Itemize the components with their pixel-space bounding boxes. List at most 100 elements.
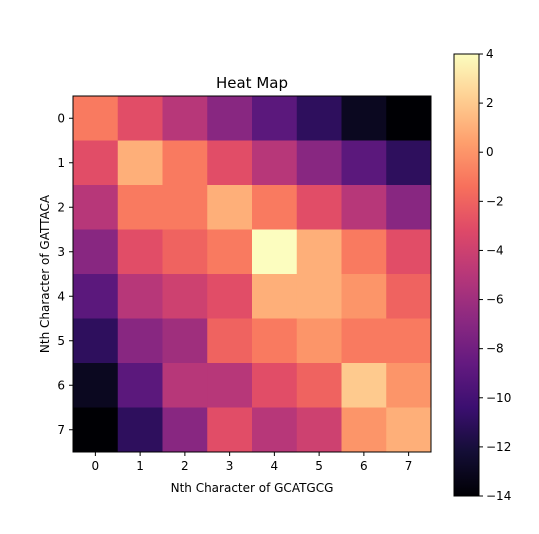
colorbar-tick-label: 0 — [486, 145, 494, 159]
x-tick-label: 1 — [136, 459, 144, 473]
y-axis: 0 1 2 3 4 5 6 7 — [57, 111, 73, 437]
heatmap-cell-2-1 — [117, 185, 163, 230]
heatmap-cell-1-2 — [162, 140, 208, 186]
heatmap-cell-5-0 — [73, 318, 119, 364]
heatmap-cell-2-0 — [73, 185, 119, 230]
heatmap-cell-6-3 — [207, 363, 253, 408]
heatmap-cell-6-1 — [117, 363, 163, 408]
heatmap-cell-1-1 — [117, 140, 163, 186]
y-tick-label: 3 — [57, 245, 65, 259]
heatmap-cell-7-7 — [386, 407, 432, 453]
heatmap-cell-2-7 — [386, 185, 432, 230]
heatmap-cell-2-4 — [252, 185, 298, 230]
heatmap-cell-0-1 — [117, 96, 163, 141]
heatmap-cell-5-4 — [252, 318, 298, 364]
x-tick-label: 7 — [405, 459, 413, 473]
y-tick-label: 2 — [57, 200, 65, 214]
heatmap-cell-6-5 — [296, 363, 342, 408]
x-tick-label: 3 — [226, 459, 234, 473]
heatmap-cell-1-0 — [73, 140, 119, 186]
heatmap-cell-2-5 — [296, 185, 342, 230]
colorbar-tick-label: −8 — [486, 342, 504, 356]
heatmap-cell-6-2 — [162, 363, 208, 408]
y-tick-label: 1 — [57, 156, 65, 170]
heatmap-cell-4-2 — [162, 274, 208, 319]
heatmap-cell-2-3 — [207, 185, 253, 230]
heatmap-cell-4-5 — [296, 274, 342, 319]
heatmap-cell-3-7 — [386, 229, 432, 275]
heatmap-cell-0-5 — [296, 96, 342, 141]
heatmap-cell-6-4 — [252, 363, 298, 408]
heatmap-cell-4-4 — [252, 274, 298, 319]
heatmap-cell-3-4 — [252, 229, 298, 275]
heatmap-cell-5-5 — [296, 318, 342, 364]
heatmap-cell-6-6 — [341, 363, 387, 408]
colorbar-tick-label: −6 — [486, 293, 504, 307]
heatmap-cell-3-2 — [162, 229, 208, 275]
colorbar-axis: 4 2 0 −2 −4 −6 −8 −10 −12 −14 — [479, 47, 511, 503]
heatmap-cell-4-3 — [207, 274, 253, 319]
heatmap-cell-6-7 — [386, 363, 432, 408]
heatmap-cell-5-6 — [341, 318, 387, 364]
heatmap-cell-7-4 — [252, 407, 298, 453]
x-tick-label: 4 — [271, 459, 279, 473]
x-tick-label: 0 — [92, 459, 100, 473]
heatmap-cell-5-2 — [162, 318, 208, 364]
colorbar-tick-label: −4 — [486, 243, 504, 257]
heatmap-cell-4-0 — [73, 274, 119, 319]
heatmap-cell-3-0 — [73, 229, 119, 275]
heatmap-cell-3-1 — [117, 229, 163, 275]
heatmap-cell-4-7 — [386, 274, 432, 319]
heatmap-cell-0-3 — [207, 96, 253, 141]
colorbar-tick-label: −12 — [486, 440, 511, 454]
heatmap-cell-1-7 — [386, 140, 432, 186]
heatmap-cell-3-6 — [341, 229, 387, 275]
heatmap-cell-0-7 — [386, 96, 432, 141]
chart-title: Heat Map — [216, 74, 288, 92]
y-tick-label: 0 — [57, 111, 65, 125]
x-axis-label: Nth Character of GCATGCG — [171, 481, 334, 495]
heatmap-cell-1-4 — [252, 140, 298, 186]
heatmap-cell-0-6 — [341, 96, 387, 141]
y-tick-label: 5 — [57, 334, 65, 348]
y-tick-label: 4 — [57, 289, 65, 303]
heatmap-cell-7-5 — [296, 407, 342, 453]
colorbar-tick-label: 2 — [486, 96, 494, 110]
colorbar-tick-label: −14 — [486, 489, 511, 503]
heatmap-cell-7-6 — [341, 407, 387, 453]
x-tick-label: 5 — [315, 459, 323, 473]
colorbar-tick-label: 4 — [486, 47, 494, 61]
y-tick-label: 7 — [57, 423, 65, 437]
heatmap-cells — [73, 96, 432, 453]
heatmap-cell-1-5 — [296, 140, 342, 186]
x-tick-label: 6 — [360, 459, 368, 473]
heatmap-cell-1-3 — [207, 140, 253, 186]
heatmap-cell-2-6 — [341, 185, 387, 230]
x-tick-label: 2 — [181, 459, 189, 473]
heatmap-cell-4-6 — [341, 274, 387, 319]
colorbar — [453, 53, 480, 497]
heatmap-cell-5-1 — [117, 318, 163, 364]
colorbar-tick-label: −10 — [486, 391, 511, 405]
heatmap-cell-0-0 — [73, 96, 119, 141]
heatmap-cell-2-2 — [162, 185, 208, 230]
y-tick-label: 6 — [57, 378, 65, 392]
x-axis: 0 1 2 3 4 5 6 7 — [92, 452, 413, 473]
heatmap-cell-7-1 — [117, 407, 163, 453]
heatmap-cell-6-0 — [73, 363, 119, 408]
heatmap-cell-3-5 — [296, 229, 342, 275]
y-axis-label: Nth Character of GATTACA — [38, 194, 52, 353]
heatmap-cell-7-3 — [207, 407, 253, 453]
heatmap-cell-7-0 — [73, 407, 119, 453]
colorbar-tick-label: −2 — [486, 194, 504, 208]
heatmap-cell-0-4 — [252, 96, 298, 141]
heatmap-cell-4-1 — [117, 274, 163, 319]
heatmap-cell-5-7 — [386, 318, 432, 364]
heatmap-cell-3-3 — [207, 229, 253, 275]
plot-frame — [72, 95, 432, 453]
heatmap-cell-1-6 — [341, 140, 387, 186]
heatmap-cell-5-3 — [207, 318, 253, 364]
heatmap-cell-7-2 — [162, 407, 208, 453]
heatmap-cell-0-2 — [162, 96, 208, 141]
